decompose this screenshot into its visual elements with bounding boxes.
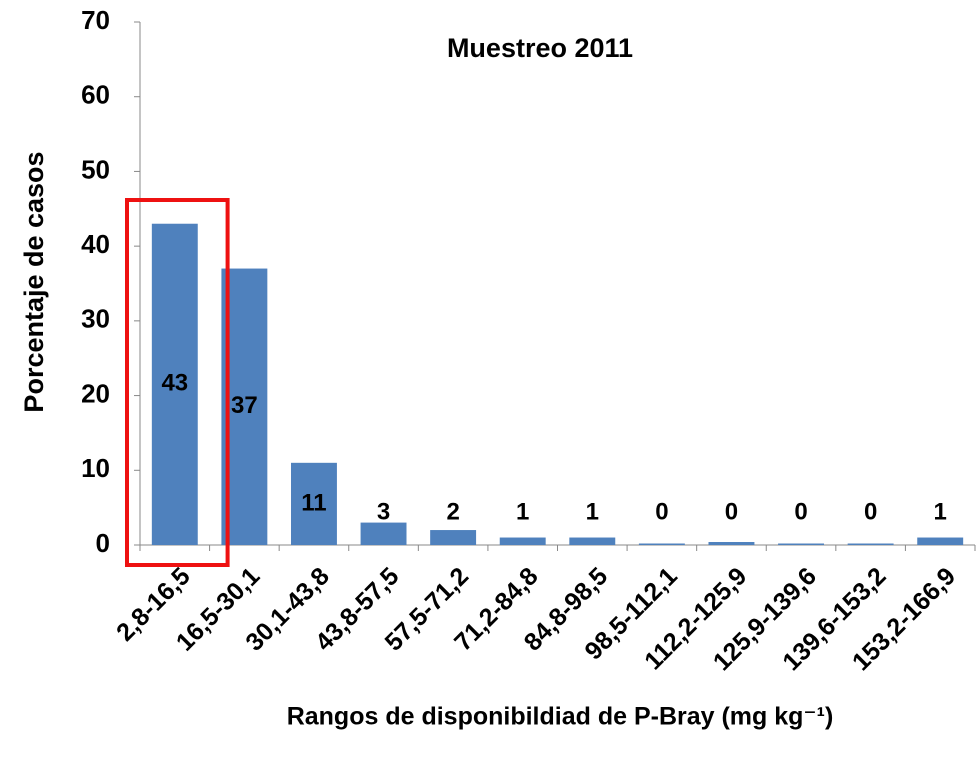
value-label: 1 (934, 498, 947, 525)
y-tick-label: 20 (81, 378, 110, 408)
bar (151, 223, 198, 545)
bar (499, 537, 546, 545)
bar (638, 543, 685, 545)
value-label: 1 (586, 498, 599, 525)
bar (430, 530, 477, 545)
value-label: 11 (301, 489, 326, 516)
y-tick-label: 40 (81, 229, 110, 259)
y-tick-label: 50 (81, 154, 110, 184)
x-axis-title: Rangos de disponibildiad de P-Bray (mg k… (287, 703, 834, 731)
value-label: 43 (161, 370, 188, 397)
bar (708, 542, 755, 545)
y-tick-label: 70 (81, 5, 110, 35)
bar (569, 537, 616, 545)
value-label: 0 (794, 498, 807, 525)
value-label: 0 (655, 498, 668, 525)
bar (917, 537, 964, 545)
y-tick-label: 0 (96, 528, 110, 558)
y-tick-label: 10 (81, 453, 110, 483)
bar (778, 543, 825, 545)
y-tick-label: 30 (81, 304, 110, 334)
bar (847, 543, 894, 545)
y-tick-label: 60 (81, 80, 110, 110)
value-label: 3 (377, 498, 390, 525)
chart-title: Muestreo 2011 (447, 33, 633, 63)
value-label: 2 (446, 498, 459, 525)
value-label: 1 (516, 498, 529, 525)
value-label: 0 (864, 498, 877, 525)
value-label: 37 (231, 392, 258, 419)
bar (360, 522, 407, 545)
bar (290, 462, 337, 545)
y-axis-title: Porcentaje de casos (19, 151, 49, 412)
highlight-box (125, 198, 230, 567)
value-label: 0 (725, 498, 738, 525)
